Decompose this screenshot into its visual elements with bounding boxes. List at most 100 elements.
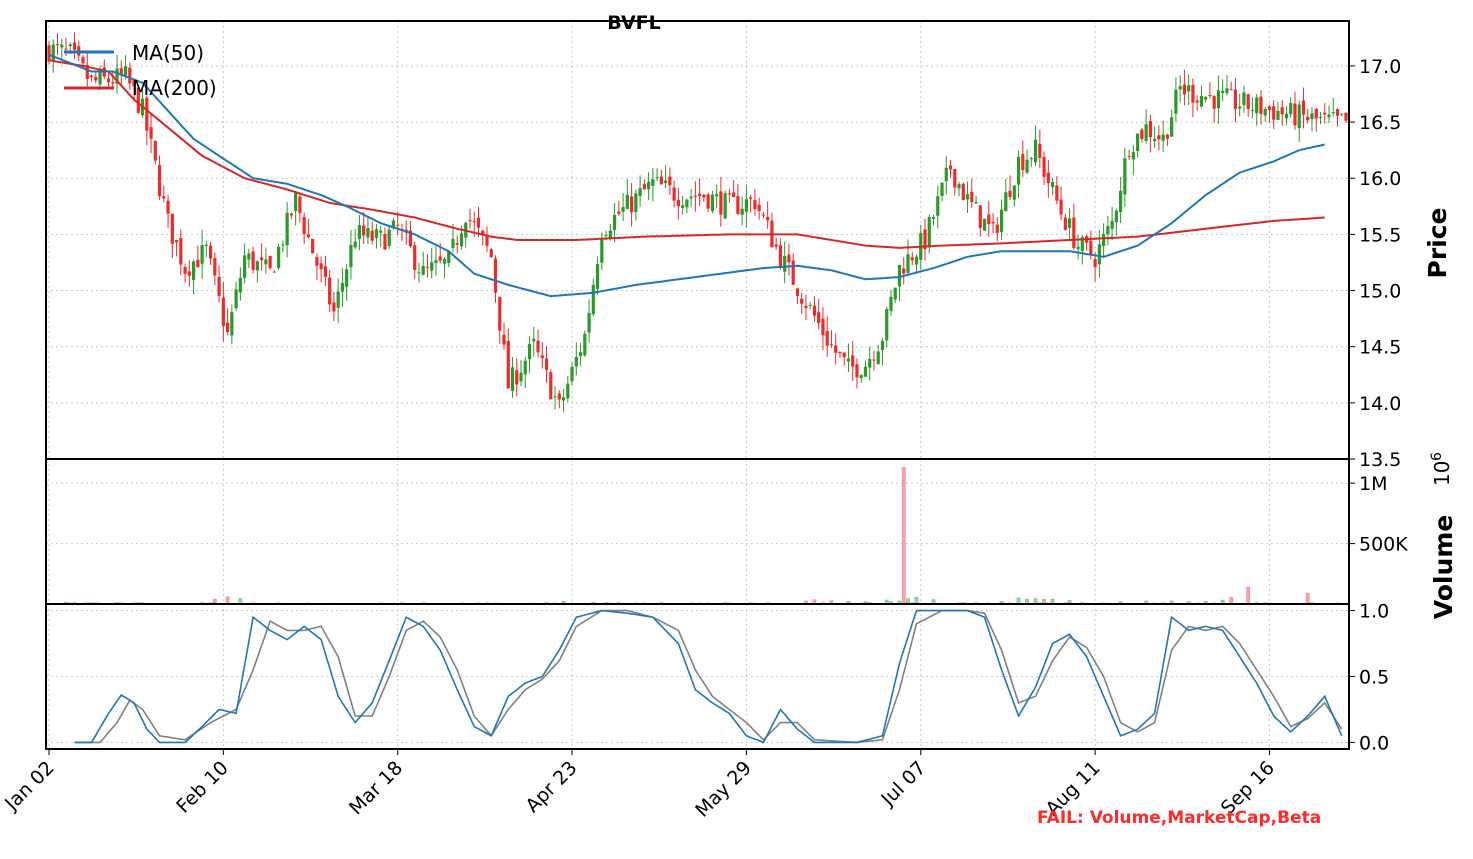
candle-body xyxy=(1055,185,1058,200)
candle-body xyxy=(494,258,497,292)
candle-body xyxy=(600,239,603,263)
fail-message: FAIL: Volume,MarketCap,Beta xyxy=(1037,808,1321,828)
candle-body xyxy=(1200,96,1203,107)
candle-body xyxy=(1264,109,1267,116)
candle-body xyxy=(638,188,641,196)
candle-body xyxy=(358,225,361,239)
candle-body xyxy=(570,367,573,381)
volume-tick-label: 500K xyxy=(1359,534,1408,556)
candle-body xyxy=(1047,173,1050,183)
candle-body xyxy=(243,255,246,277)
candle-body xyxy=(579,352,582,356)
candle-body xyxy=(396,225,399,226)
candle-body xyxy=(906,254,909,273)
candle-body xyxy=(1293,104,1296,126)
candle-body xyxy=(1136,134,1139,151)
candle-body xyxy=(507,341,510,388)
oscillator-tick-label: 0.5 xyxy=(1359,667,1389,689)
candle-body xyxy=(417,272,420,273)
candle-body xyxy=(217,277,220,296)
candle-body xyxy=(1153,139,1156,141)
candle-body xyxy=(379,231,382,233)
candle-body xyxy=(932,217,935,219)
candle-body xyxy=(341,283,344,292)
candle-body xyxy=(149,127,152,139)
candle-body xyxy=(1030,158,1033,159)
candle-body xyxy=(388,230,391,246)
candle-body xyxy=(366,228,369,237)
candle-body xyxy=(587,313,590,333)
candle-body xyxy=(838,352,841,353)
candle-body xyxy=(64,49,67,50)
candle-body xyxy=(1247,94,1250,109)
candle-body xyxy=(928,217,931,247)
candle-body xyxy=(643,184,646,189)
candle-body xyxy=(349,245,352,267)
candle-body xyxy=(1004,192,1007,211)
candle-body xyxy=(226,323,229,332)
candle-body xyxy=(809,305,812,306)
candle-body xyxy=(541,355,544,358)
candle-body xyxy=(736,196,739,214)
candle-body xyxy=(1162,135,1165,141)
candle-body xyxy=(413,245,416,270)
candle-body xyxy=(592,285,595,314)
candle-body xyxy=(490,249,493,257)
candle-body xyxy=(877,351,880,364)
candle-body xyxy=(1132,152,1135,159)
candle-body xyxy=(1302,101,1305,115)
candle-body xyxy=(617,212,620,214)
candle-body xyxy=(383,234,386,250)
candle-body xyxy=(970,192,973,202)
candle-body xyxy=(439,256,442,260)
price-tick-label: 14.5 xyxy=(1359,337,1401,359)
candle-body xyxy=(1115,211,1118,222)
candle-body xyxy=(1111,221,1114,229)
candle-body xyxy=(1034,140,1037,163)
price-tick-label: 15.0 xyxy=(1359,281,1401,303)
candle-body xyxy=(1336,109,1339,116)
candle-body xyxy=(804,306,807,308)
candle-body xyxy=(953,169,956,188)
candle-body xyxy=(422,266,425,275)
candle-body xyxy=(677,200,680,206)
candle-body xyxy=(843,353,846,357)
candle-body xyxy=(277,247,280,268)
candle-body xyxy=(456,243,459,244)
date-tick-label: Jul 07 xyxy=(876,757,930,811)
candle-body xyxy=(1268,107,1271,110)
candle-body xyxy=(1013,186,1016,200)
candle-body xyxy=(979,205,982,227)
candle-body xyxy=(269,256,272,268)
candle-body xyxy=(90,76,93,78)
legend-label-ma50: MA(50) xyxy=(132,41,204,65)
candle-body xyxy=(60,45,63,48)
candle-body xyxy=(81,57,84,63)
candle-body xyxy=(311,239,314,253)
candle-body xyxy=(1008,191,1011,197)
candle-body xyxy=(1225,88,1228,93)
candle-body xyxy=(685,200,688,208)
candle-body xyxy=(1204,97,1207,100)
candle-body xyxy=(1298,105,1301,128)
candle-body xyxy=(332,302,335,311)
candle-body xyxy=(728,193,731,194)
candle-body xyxy=(460,233,463,246)
candle-body xyxy=(290,214,293,216)
candle-body xyxy=(724,193,727,218)
candle-body xyxy=(286,213,289,245)
candle-body xyxy=(796,289,799,297)
candle-body xyxy=(826,331,829,346)
price-tick-label: 16.5 xyxy=(1359,112,1401,134)
candle-body xyxy=(894,288,897,300)
candle-body xyxy=(205,245,208,246)
candle-body xyxy=(1315,109,1318,119)
candle-body xyxy=(1340,114,1343,115)
candle-body xyxy=(792,261,795,285)
candle-body xyxy=(787,255,790,263)
candle-body xyxy=(1344,113,1347,121)
candle-body xyxy=(673,188,676,201)
candle-body xyxy=(566,384,569,399)
candle-body xyxy=(911,257,914,260)
candle-body xyxy=(651,179,654,186)
